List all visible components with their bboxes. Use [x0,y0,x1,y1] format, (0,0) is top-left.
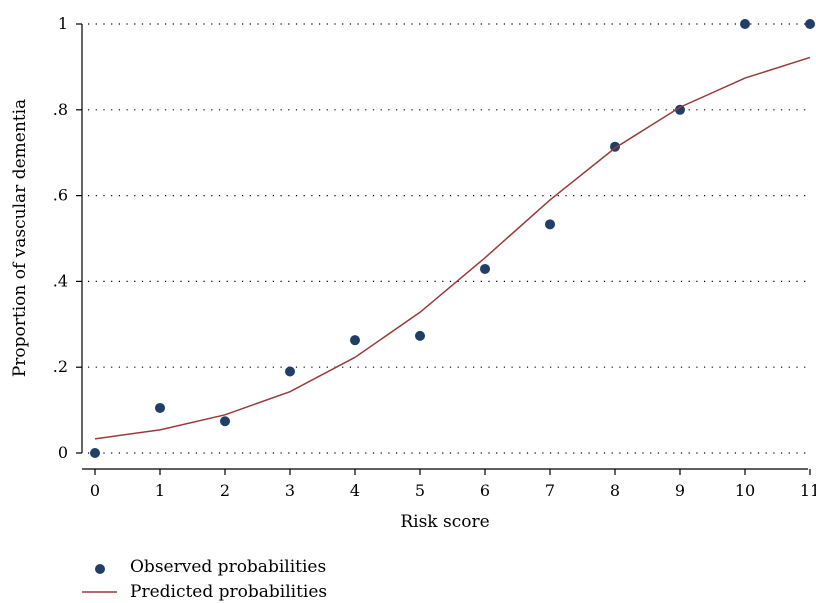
x-tick-label-2: 2 [220,481,230,500]
x-tick-label-0: 0 [90,481,100,500]
x-tick-label-7: 7 [545,481,555,500]
data-point-observed-1 [155,402,165,413]
data-point-observed-4 [350,335,360,346]
ticks-layer: 0.2.4.6.810 1 2 3 4 5 6 7 8 9 10 11 [53,14,816,500]
x-tick-label-10: 10 [735,481,755,500]
series-line-predicted [94,56,811,440]
x-tick-label-1: 1 [155,481,165,500]
data-point-observed-5 [415,330,425,341]
x-tick-label-3: 3 [285,481,295,500]
x-tick-label-11: 11 [800,481,816,500]
y-tick-label-2: .4 [53,271,68,290]
x-tick-label-6: 6 [480,481,490,500]
x-tick-label-5: 5 [415,481,425,500]
y-axis-title: Proportion of vascular dementia [10,99,30,377]
x-tick-label-9: 9 [675,481,685,500]
y-tick-label-1: .2 [53,357,68,376]
data-point-observed-11 [805,19,815,29]
axes-layer [81,24,808,470]
legend-label-0: Observed probabilities [130,557,326,577]
x-tick-label-4: 4 [350,481,360,500]
y-tick-label-0: 0 [58,443,68,462]
data-point-observed-10 [740,19,750,29]
data-point-observed-0 [90,448,100,458]
legend-dot-swatch [95,564,105,574]
y-tick-label-3: .6 [53,186,68,205]
data-point-observed-2 [220,416,230,427]
legend-label-1: Predicted probabilities [130,582,327,602]
data-point-observed-3 [285,366,295,377]
series-layer [90,19,815,458]
x-axis-title: Risk score [400,512,489,532]
grid-layer [88,23,808,454]
x-tick-label-8: 8 [610,481,620,500]
y-tick-label-4: .8 [53,100,68,119]
data-point-observed-6 [480,263,490,274]
y-tick-label-5: 1 [58,14,68,33]
data-point-observed-9 [675,104,685,115]
data-point-observed-7 [545,219,555,230]
legend: Observed probabilities Predicted probabil… [82,557,327,602]
